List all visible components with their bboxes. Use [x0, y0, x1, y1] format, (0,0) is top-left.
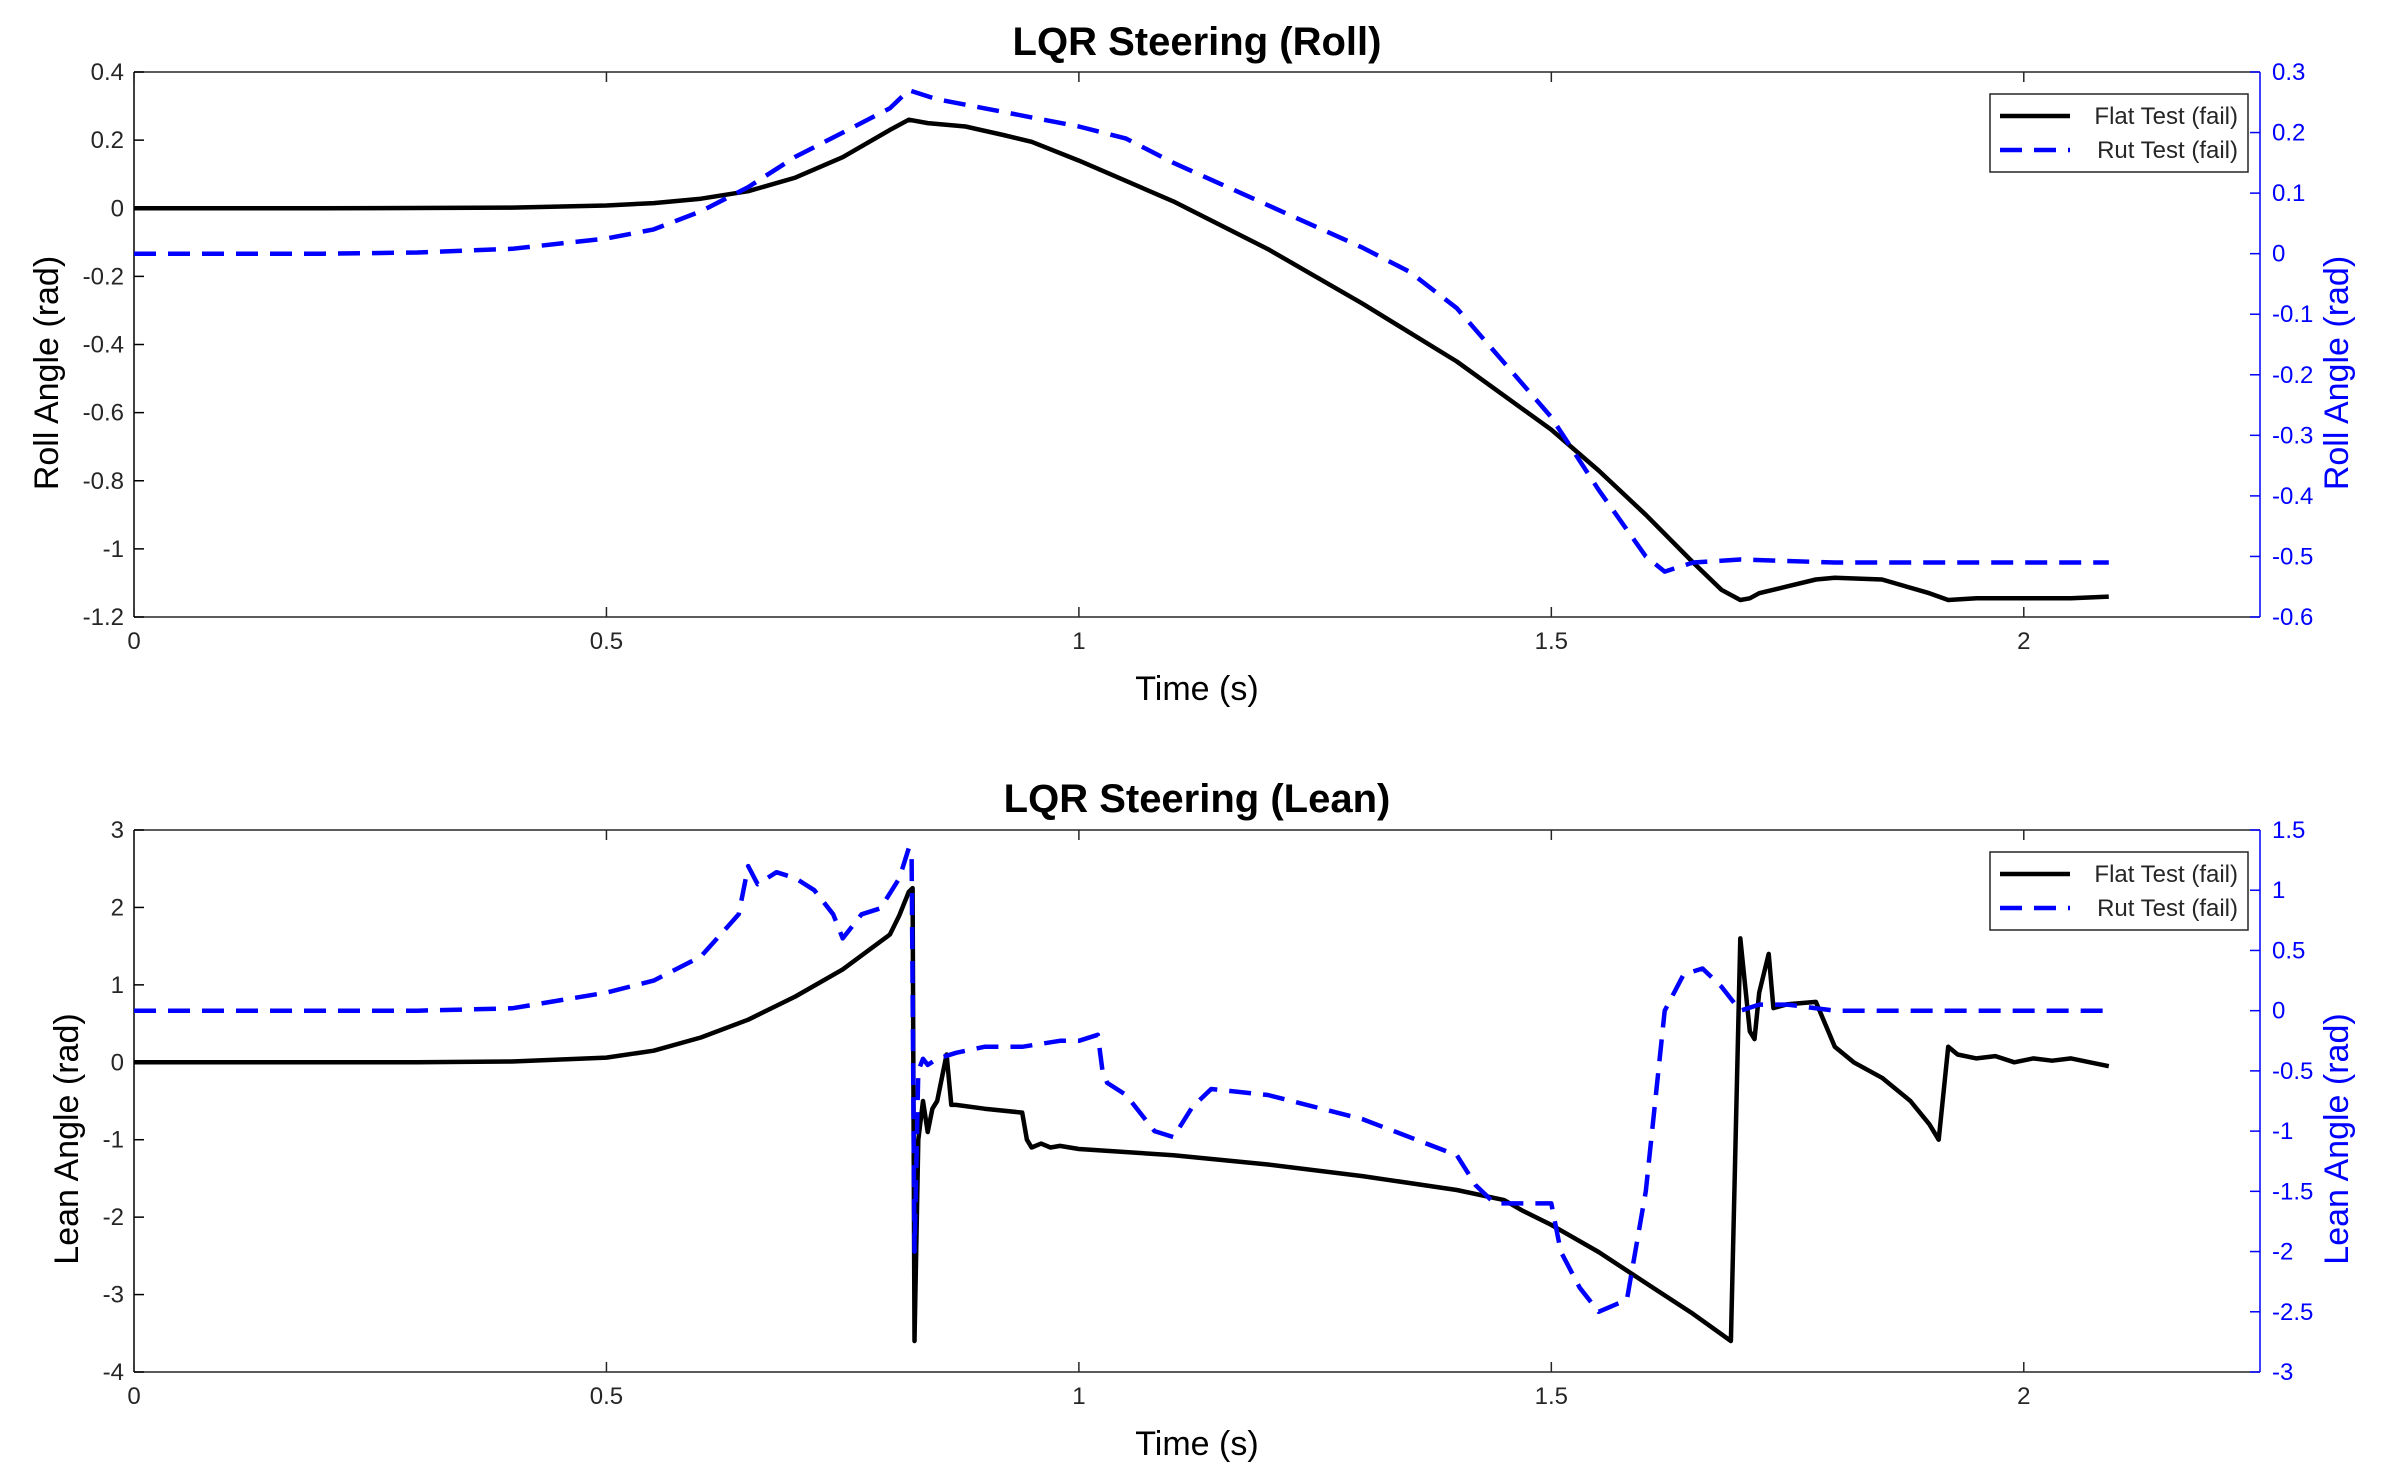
lean-y-right-tick-label: 1 — [2272, 877, 2285, 904]
lean-y-axis-label: Lean Angle (rad) — [48, 1013, 86, 1264]
lean-y-tick-label: -3 — [103, 1282, 124, 1309]
lean-y-right-tick-label: -2 — [2272, 1239, 2293, 1266]
roll-chart-title: LQR Steering (Roll) — [1013, 20, 1382, 64]
lean-series-flat-line — [134, 885, 2110, 1344]
lean-y-right-tick-label: -3 — [2272, 1359, 2293, 1386]
roll-y-right-tick-label: 0.2 — [2272, 120, 2305, 147]
roll-legend-rut-label: Rut Test (fail) — [2097, 137, 2238, 164]
lean-legend-flat-label: Flat Test (fail) — [2094, 861, 2238, 888]
lean-y-tick-label: -2 — [103, 1204, 124, 1231]
lean-y-right-tick-label: 1.5 — [2272, 817, 2305, 844]
lean-plot-area: 0 0.5 1 1.5 2 3 2 1 0 -1 -2 -3 -4 1.5 1 0.5 0 -0.5 -1 -1.5 -… — [103, 817, 2314, 1410]
roll-y-tick-label: -0.6 — [83, 400, 124, 427]
roll-x-tick-label: 0 — [127, 628, 140, 655]
roll-x-tick-label: 2 — [2017, 628, 2030, 655]
roll-plot-area: 0 0.5 1 1.5 2 0.4 0.2 0 -0.2 -0.4 -0.6 -0.8 -1 -1.2 0.… — [83, 59, 2314, 655]
roll-x-tick-label: 0.5 — [590, 628, 623, 655]
roll-y-right-tick-label: 0.1 — [2272, 180, 2305, 207]
roll-y-tick-label: 0 — [111, 195, 124, 222]
roll-y-right-tick-label: 0.3 — [2272, 59, 2305, 86]
lean-legend: Flat Test (fail) Rut Test (fail) — [1989, 851, 2249, 931]
roll-y-right-tick-label: -0.3 — [2272, 422, 2313, 449]
lean-chart: LQR Steering (Lean) Time (s) Lean Angle … — [48, 777, 2356, 1463]
roll-y-right-tick-label: -0.5 — [2272, 543, 2313, 570]
roll-legend-box — [1989, 93, 2249, 173]
lean-y-tick-label: 0 — [111, 1049, 124, 1076]
lean-x-tick-label: 1 — [1072, 1383, 1085, 1410]
lean-x-tick-label: 0 — [127, 1383, 140, 1410]
roll-y-tick-label: -0.8 — [83, 468, 124, 495]
roll-y-tick-label: -0.4 — [83, 332, 124, 359]
lean-y-axis-right-label: Lean Angle (rad) — [2318, 1013, 2356, 1264]
roll-series-rut-line — [134, 87, 2109, 574]
lean-x-tick-label: 2 — [2017, 1383, 2030, 1410]
roll-y-right-tick-label: -0.4 — [2272, 483, 2313, 510]
roll-y-tick-label: -1.2 — [83, 604, 124, 631]
roll-y-axis-right-label: Roll Angle (rad) — [2318, 256, 2356, 490]
lean-y-tick-label: 1 — [111, 972, 124, 999]
lean-y-tick-label: 2 — [111, 894, 124, 921]
roll-x-axis-label: Time (s) — [1135, 670, 1258, 708]
lean-legend-rut-label: Rut Test (fail) — [2097, 895, 2238, 922]
lean-y-tick-label: 3 — [111, 817, 124, 844]
roll-y-tick-label: 0.2 — [91, 127, 124, 154]
lean-y-right-tick-label: -0.5 — [2272, 1058, 2313, 1085]
roll-x-tick-label: 1.5 — [1535, 628, 1568, 655]
roll-y-right-tick-label: 0 — [2272, 241, 2285, 268]
roll-y-tick-label: -1 — [103, 536, 124, 563]
lean-y-tick-label: -1 — [103, 1127, 124, 1154]
roll-y-right-tick-label: -0.6 — [2272, 604, 2313, 631]
lean-y-right-tick-label: -1 — [2272, 1118, 2293, 1145]
lean-y-right-tick-label: 0.5 — [2272, 937, 2305, 964]
lean-y-tick-label: -4 — [103, 1359, 124, 1386]
lean-x-axis-label: Time (s) — [1135, 1425, 1258, 1463]
roll-y-right-tick-label: -0.2 — [2272, 362, 2313, 389]
roll-chart: LQR Steering (Roll) Time (s) Roll Angle … — [28, 20, 2356, 708]
lean-chart-title: LQR Steering (Lean) — [1004, 777, 1391, 821]
roll-y-tick-label: 0.4 — [91, 59, 124, 86]
roll-y-tick-label: -0.2 — [83, 263, 124, 290]
roll-y-right-tick-label: -0.1 — [2272, 301, 2313, 328]
roll-legend: Flat Test (fail) Rut Test (fail) — [1989, 93, 2249, 173]
lean-legend-box — [1989, 851, 2249, 931]
roll-y-axis-label: Roll Angle (rad) — [28, 256, 66, 490]
roll-legend-flat-label: Flat Test (fail) — [2094, 103, 2238, 130]
lean-x-tick-label: 0.5 — [590, 1383, 623, 1410]
lean-y-right-tick-label: -1.5 — [2272, 1178, 2313, 1205]
roll-series-flat-line — [134, 117, 2109, 603]
lean-x-tick-label: 1.5 — [1535, 1383, 1568, 1410]
lean-y-right-tick-label: -2.5 — [2272, 1299, 2313, 1326]
roll-x-tick-label: 1 — [1072, 628, 1085, 655]
lean-series-rut-line — [134, 845, 2109, 1315]
lean-y-right-tick-label: 0 — [2272, 998, 2285, 1025]
